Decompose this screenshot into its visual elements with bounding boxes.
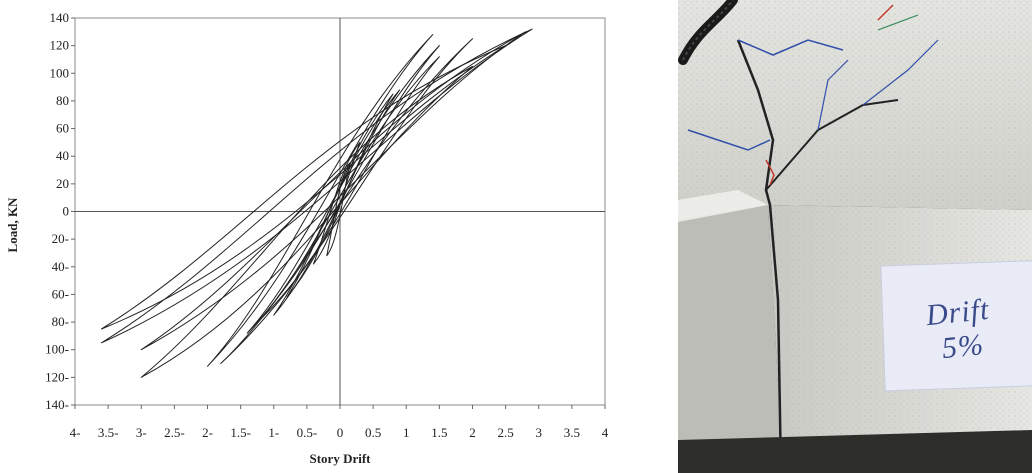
y-tick-label: 140- xyxy=(45,397,69,412)
x-tick-label: 1.5 xyxy=(431,425,447,440)
chart-svg: 4- 3.5- 3- 2.5- 2- 1.5- 1- 0.5- 0 0.5 1 1.5 2 2.5 3 3.5… xyxy=(5,10,609,466)
x-tick-label: 1 xyxy=(403,425,410,440)
y-tick-label: 120- xyxy=(45,369,69,384)
hysteresis-chart: 4- 3.5- 3- 2.5- 2- 1.5- 1- 0.5- 0 0.5 1 1.5 2 2.5 3 3.5… xyxy=(5,10,609,466)
x-tick-label: 2 xyxy=(469,425,476,440)
drift-label-card xyxy=(880,259,1032,392)
x-tick-label: 2.5- xyxy=(164,425,185,440)
y-tick-label: 20- xyxy=(52,231,69,246)
concrete-side-face xyxy=(678,205,783,473)
hysteresis-loop-7 xyxy=(220,38,473,365)
y-tick-label: 100 xyxy=(50,65,70,80)
x-tick-label: 0.5- xyxy=(297,425,318,440)
x-tick-label: 2- xyxy=(202,425,213,440)
x-tick-label: 4 xyxy=(602,425,609,440)
y-tick-label: 60 xyxy=(56,121,69,136)
y-tick-label: 20 xyxy=(56,176,69,191)
hysteresis-loop-5 xyxy=(260,56,440,320)
drift-label-line2: 5% xyxy=(940,327,986,366)
y-tick-label: 40 xyxy=(56,148,69,163)
y-tick-label: 100- xyxy=(45,342,69,357)
x-tick-label: 0 xyxy=(337,425,344,440)
hysteresis-loop-6 xyxy=(246,45,440,334)
x-tick-label: 1- xyxy=(268,425,279,440)
specimen-photo: Drift 5% xyxy=(678,0,1032,473)
x-tick-label: 3- xyxy=(136,425,147,440)
hysteresis-loop-10 xyxy=(101,28,533,344)
x-tick-label: 2.5 xyxy=(498,425,514,440)
x-tick-label: 4- xyxy=(70,425,81,440)
x-tick-label: 1.5- xyxy=(230,425,251,440)
hysteresis-loop-2 xyxy=(313,141,361,265)
x-tick-label: 3 xyxy=(536,425,543,440)
y-tick-label: 0 xyxy=(63,204,70,219)
y-tick-label: 80- xyxy=(52,314,69,329)
x-tick-label: 3.5- xyxy=(98,425,119,440)
x-axis-title: Story Drift xyxy=(309,451,371,466)
y-tick-label: 140 xyxy=(50,10,70,25)
hysteresis-loop-9 xyxy=(140,31,526,351)
y-tick-label: 120 xyxy=(50,38,70,53)
crack-marking xyxy=(737,39,844,56)
hysteresis-loop-12 xyxy=(140,65,473,378)
y-tick-label: 40- xyxy=(52,259,69,274)
x-tick-label: 0.5 xyxy=(365,425,381,440)
hysteresis-loop-11 xyxy=(101,45,507,330)
x-tick-label: 3.5 xyxy=(564,425,580,440)
y-tick-label: 80 xyxy=(56,93,69,108)
hysteresis-loop-8 xyxy=(207,34,434,367)
y-tick-label: 60- xyxy=(52,286,69,301)
y-axis-title: Load, KN xyxy=(5,197,20,253)
